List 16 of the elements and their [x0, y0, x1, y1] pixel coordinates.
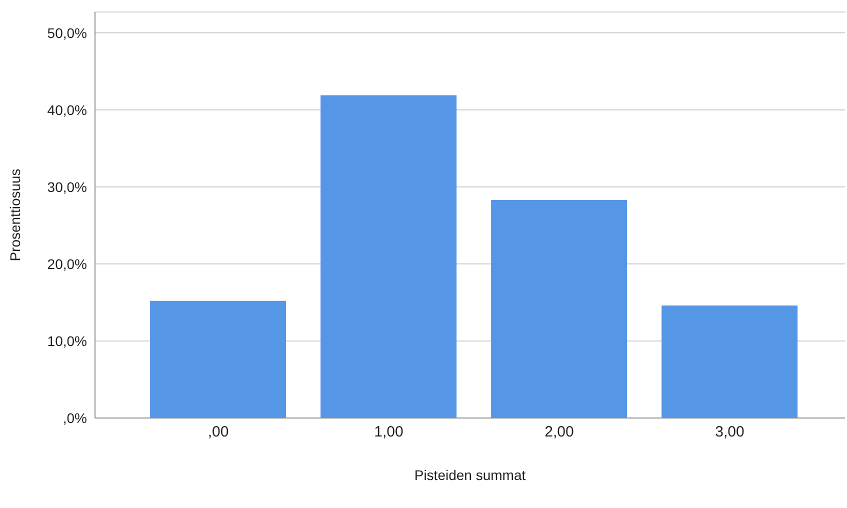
x-tick-label: 2,00	[544, 424, 574, 441]
y-tick-label: ,0%	[62, 410, 87, 426]
bar	[320, 95, 457, 418]
y-tick-label: 30,0%	[47, 178, 87, 195]
y-axis-title: Prosenttiosuus	[6, 168, 23, 262]
x-tick-label: 1,00	[374, 424, 404, 441]
y-tick-label: 10,0%	[47, 332, 87, 349]
y-tick-label: 50,0%	[47, 24, 87, 41]
bar	[491, 200, 628, 418]
x-tick-label: 3,00	[715, 424, 744, 441]
bar	[150, 300, 286, 418]
x-tick-label: ,00	[208, 424, 229, 441]
y-tick-label: 40,0%	[47, 102, 87, 118]
x-axis-title: Pisteiden summat	[414, 467, 526, 483]
bar	[662, 306, 798, 418]
y-tick-label: 20,0%	[47, 256, 87, 272]
